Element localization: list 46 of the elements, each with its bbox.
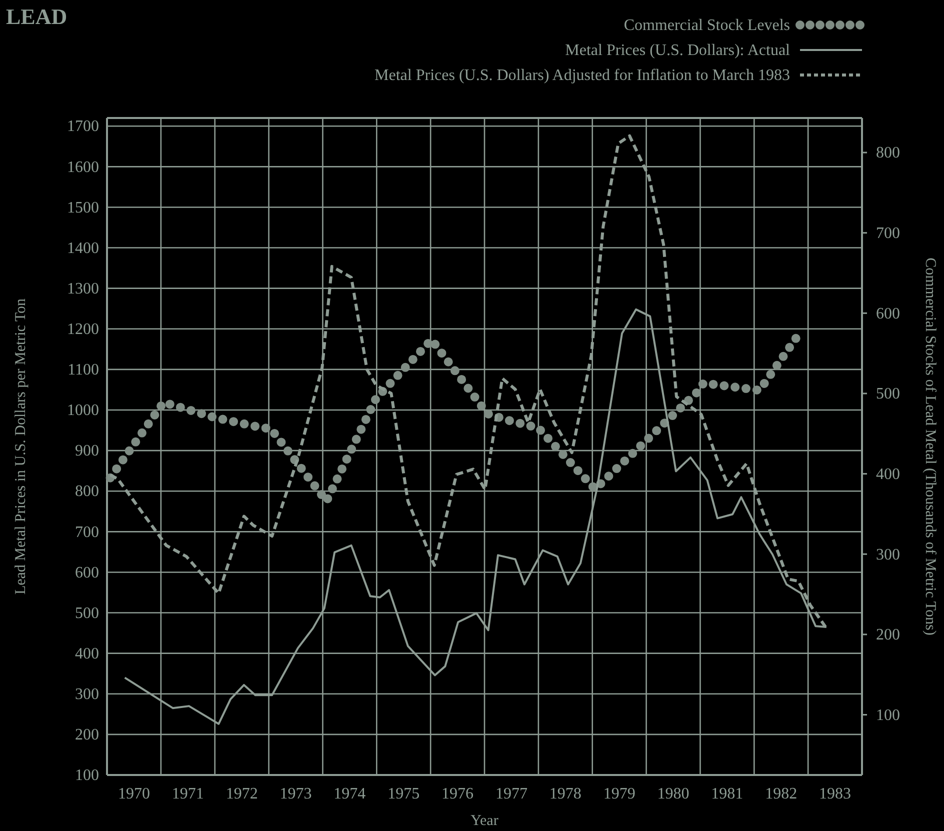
y2-tick-label: 700	[876, 224, 900, 242]
y2-tick-label: 100	[876, 706, 900, 724]
y-tick-label: 1700	[67, 118, 99, 136]
y2-axis-title: Commercial Stocks of Lead Metal (Thousands of Metric Tons)	[922, 258, 938, 636]
y-tick-label: 1600	[67, 158, 99, 176]
legend-label: Metal Prices (U.S. Dollars): Actual	[565, 42, 791, 59]
x-tick-label: 1976	[442, 785, 474, 802]
x-axis-title: Year	[470, 813, 498, 829]
y-tick-label: 700	[75, 524, 99, 541]
y2-tick-label: 400	[876, 466, 900, 483]
x-tick-label: 1983	[819, 785, 852, 802]
y-tick-label: 1500	[67, 199, 99, 216]
y-tick-label: 1200	[67, 321, 99, 338]
x-tick-label: 1975	[388, 785, 420, 802]
y-tick-label: 1300	[67, 280, 99, 298]
y-tick-label: 400	[75, 645, 99, 662]
x-tick-label: 1974	[334, 785, 366, 802]
y-tick-label: 900	[75, 442, 99, 460]
y-tick-label: 500	[75, 604, 99, 622]
y-tick-label: 200	[75, 726, 99, 744]
y2-tick-label: 600	[876, 305, 900, 322]
y2-tick-label: 300	[876, 546, 900, 564]
y-tick-label: 1000	[67, 402, 99, 420]
y-tick-label: 100	[75, 767, 99, 784]
x-tick-label: 1980	[657, 785, 690, 802]
x-tick-label: 1971	[172, 785, 204, 802]
x-tick-label: 1972	[226, 785, 258, 802]
y-tick-label: 1100	[68, 362, 99, 379]
y2-tick-label: 800	[876, 144, 900, 162]
y-tick-label: 800	[75, 483, 99, 500]
y2-tick-label: 500	[876, 386, 900, 403]
x-tick-label: 1981	[711, 785, 744, 802]
x-tick-label: 1977	[495, 785, 528, 802]
x-tick-label: 1979	[603, 785, 636, 802]
x-tick-label: 1978	[549, 785, 582, 802]
y2-tick-label: 200	[876, 626, 900, 644]
legend-label: Metal Prices (U.S. Dollars) Adjusted for Inflation to March 1983	[374, 67, 790, 84]
legend-label: Commercial Stock Levels	[624, 17, 790, 34]
x-tick-label: 1982	[765, 785, 798, 802]
y-tick-label: 300	[75, 686, 99, 704]
x-tick-label: 1973	[280, 785, 312, 802]
y-tick-label: 1400	[67, 240, 99, 257]
chart-title: LEAD	[6, 4, 68, 29]
y-axis-title: Lead Metal Prices in U.S. Dollars per Metric Ton	[13, 298, 29, 595]
y-tick-label: 600	[75, 564, 99, 582]
x-tick-label: 1970	[118, 785, 150, 802]
